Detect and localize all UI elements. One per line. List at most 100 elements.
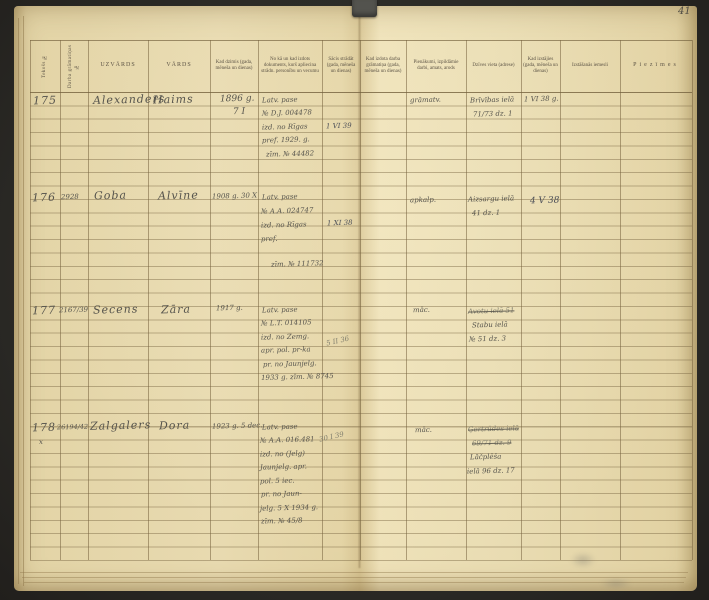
- entry-number: 175: [32, 93, 58, 108]
- entry-document-line: Jaunjelg. apr.: [259, 462, 308, 472]
- entry-number: 177: [31, 303, 57, 318]
- entry-duty: apkalp.: [409, 195, 437, 205]
- binding-crease: [358, 16, 361, 568]
- entry-birthdate: 1923 g. 5 dec.: [211, 421, 263, 431]
- entry-address-line: Stabu ielā: [471, 320, 508, 330]
- entry-duty: māc.: [414, 425, 433, 435]
- entry-document-line: pr. no Jaun-: [260, 489, 302, 499]
- page-edge-line: [24, 582, 684, 583]
- column-border: [692, 40, 693, 560]
- entry-started-date: 1 XI 38: [326, 218, 353, 228]
- entry-left-date: 1 VI 38 g.: [523, 94, 559, 104]
- entry-document-line: apr. pol. pr-ka: [260, 345, 311, 355]
- entry-workbook-number: 2167/39: [58, 305, 89, 315]
- entry-address-line-struck: Avotu ielā 51: [467, 306, 515, 316]
- entry-address-line-struck: 69/71 dz. 9: [471, 438, 512, 448]
- entry-document-line: zīm. № 44482: [265, 149, 315, 159]
- entry-document-line: izd. no (Jelg): [259, 449, 306, 459]
- entry-document-line: pol. 5 iec.: [259, 476, 295, 486]
- page-edge-line: [23, 16, 24, 586]
- page-edge-line: [22, 577, 686, 578]
- entry-document-line: Latv. pase: [261, 95, 298, 105]
- entry-address-line: 41 dz. 1: [471, 208, 501, 218]
- entry-firstname: Haims: [152, 92, 194, 107]
- entry-number: 178: [31, 420, 57, 435]
- entry-address-line: Brīvības ielā: [469, 95, 515, 105]
- col-header-started-work: Sācis strādāt (gada, mēneša un dienas): [326, 56, 356, 75]
- entry-left-date: 4 V 38: [529, 195, 560, 207]
- page-edge-line: [18, 18, 19, 584]
- binder-clamp: [352, 0, 377, 17]
- column-border: [88, 40, 89, 560]
- entry-birthdate: 1917 g.: [215, 303, 243, 313]
- entry-address-line: 71/73 dz. 1: [472, 109, 513, 119]
- page-edge-line: [20, 572, 688, 573]
- column-border: [360, 40, 361, 560]
- entry-document-line: № A.A. 024747: [260, 206, 314, 216]
- entry-duty: māc.: [412, 305, 431, 315]
- column-border: [521, 40, 522, 560]
- entry-document-line: Latv. pase: [261, 305, 298, 315]
- entry-document-line: izd. no Rīgas: [260, 220, 307, 230]
- column-border: [210, 40, 211, 560]
- table-top-border: [30, 40, 692, 41]
- col-header-running-number: Tekošs №: [41, 53, 47, 79]
- col-header-birthdate: Kad dzimis (gada, mēneša un dienas): [215, 59, 253, 71]
- entry-firstname: Alvīne: [157, 188, 199, 203]
- column-border: [30, 40, 31, 560]
- col-header-duties: Pienākumi, izpildāmie darbi, amats, arod…: [413, 59, 459, 71]
- header-bottom-border: [30, 92, 692, 93]
- column-border: [406, 40, 407, 560]
- entry-address-line-struck: Ģertrūdes ielā: [467, 424, 520, 434]
- entry-surname: Zalgalers: [89, 418, 152, 433]
- column-border: [258, 40, 259, 560]
- entry-number: 176: [31, 190, 57, 205]
- entry-duty: grāmatv.: [409, 95, 442, 105]
- entry-address-line: № 51 dz. 3: [468, 334, 507, 344]
- entry-number-mark: x: [38, 437, 44, 447]
- entry-workbook-number: 26194/42: [56, 422, 89, 432]
- entry-document-line: № L.T. 014105: [260, 318, 312, 328]
- entry-workbook-number: 2928: [60, 192, 79, 202]
- entry-address-line: Aizsargu ielā: [467, 194, 515, 204]
- column-border: [466, 40, 467, 560]
- column-border: [560, 40, 561, 560]
- entry-document-line: zīm. № 111732: [270, 259, 324, 269]
- smudge-mark: [570, 552, 596, 568]
- entry-document-line: Latv. pase: [261, 422, 298, 432]
- entry-document-line: pref.: [260, 234, 278, 244]
- entry-firstname: Zāra: [160, 302, 192, 317]
- entry-birthdate: 7 I: [232, 106, 246, 118]
- page-number: 41: [678, 6, 691, 17]
- entry-birthdate: 1896 g.: [219, 93, 255, 105]
- col-header-notes: Piezīmes: [633, 62, 679, 69]
- ledger-page: 41 Tekošs № Darba grāmatiņas № UZVĀRDS V…: [14, 6, 697, 591]
- entry-started-date: 1 VI 39: [325, 121, 352, 131]
- col-header-left-date: Kad izstājies (gada, mēneša un dienas): [523, 56, 558, 75]
- entry-document-line: izd. no Rīgas: [261, 122, 308, 132]
- col-header-firstname: VĀRDS: [166, 62, 192, 69]
- entry-document-line: pref. 1929. g.: [261, 135, 310, 145]
- column-border: [620, 40, 621, 560]
- entry-document-line: Latv. pase: [261, 192, 298, 202]
- column-border: [148, 40, 149, 560]
- entry-birthdate: 1908 g. 30 X: [211, 191, 258, 201]
- col-header-identity-document: No kā un kad izdots dokuments, kurš apli…: [261, 56, 319, 75]
- smudge-mark: [600, 578, 632, 589]
- entry-address-line: ielā 96 dz. 17: [466, 466, 515, 476]
- entry-document-line: pr. no Jaunjelg.: [262, 359, 317, 369]
- entry-document-line: zīm. № 45/8: [260, 516, 303, 526]
- col-header-workbook-issued: Kad izdota darba grāmatiņa (gada, mēneša…: [364, 56, 402, 75]
- entry-surname: Secens: [92, 302, 139, 317]
- ruled-lines: [30, 92, 692, 561]
- entry-firstname: Dora: [158, 418, 191, 433]
- column-border: [60, 40, 61, 560]
- column-border: [322, 40, 323, 560]
- entry-surname: Goba: [93, 188, 128, 203]
- entry-address-line: Lāčplēša: [469, 452, 502, 462]
- entry-document-line: № D.J. 004478: [261, 108, 312, 118]
- entry-document-line: № A.A. 016.481: [259, 435, 315, 445]
- entry-document-line: izd. no Zemg.: [260, 332, 310, 342]
- col-header-leaving-reason: Izstāšanās iemesli: [572, 62, 608, 68]
